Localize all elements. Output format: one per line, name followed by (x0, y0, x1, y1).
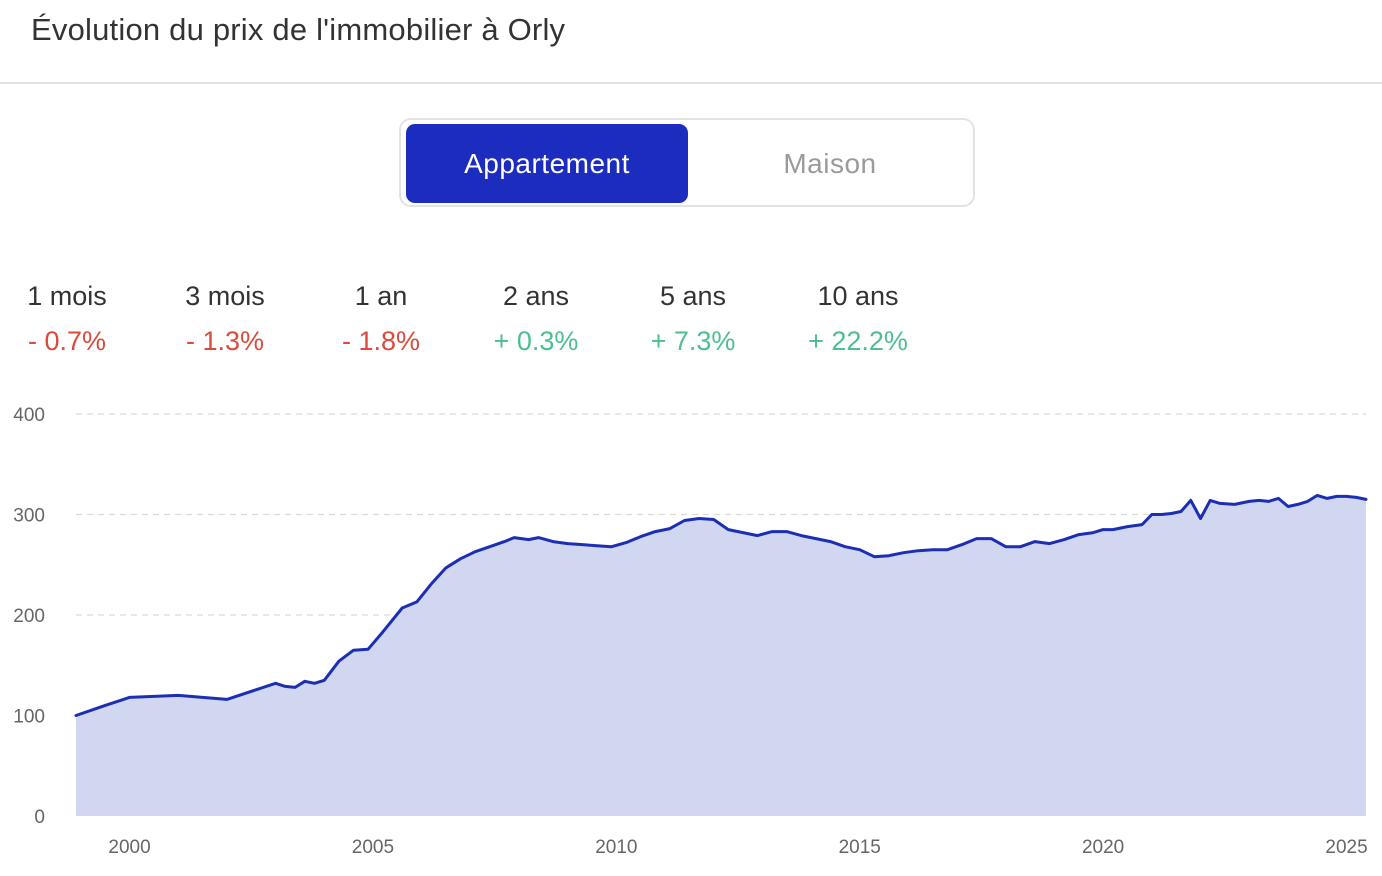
price-line (74, 493, 1368, 717)
x-tick-label: 2010 (595, 837, 637, 858)
stat-3-mois: 3 mois - 1.3% (145, 280, 305, 357)
price-chart: 0 100 200 300 400 2000 2005 2010 2015 2020 2025 (13, 405, 1368, 858)
y-tick-label: 200 (13, 606, 45, 627)
x-tick-label: 2025 (1325, 837, 1367, 858)
toggle-appartement-button[interactable]: Appartement (406, 124, 688, 203)
price-area (76, 495, 1366, 816)
stat-label: 10 ans (817, 281, 899, 311)
stat-value: + 7.3% (650, 326, 736, 356)
y-tick-label: 100 (13, 707, 45, 728)
header-divider (0, 82, 1382, 84)
x-tick-label: 2005 (352, 837, 394, 858)
toggle-maison-button[interactable]: Maison (783, 147, 877, 179)
x-tick-label: 2015 (839, 837, 881, 858)
y-tick-label: 300 (13, 506, 45, 527)
stat-value: - 0.7% (27, 326, 107, 356)
x-tick-label: 2000 (108, 837, 150, 858)
stat-1-an: 1 an - 1.8% (301, 280, 461, 357)
stat-10-ans: 10 ans + 22.2% (778, 280, 938, 357)
stat-label: 2 ans (502, 281, 570, 311)
stat-label: 1 an (354, 281, 408, 311)
stat-label: 3 mois (185, 281, 265, 311)
y-tick-label: 400 (13, 405, 45, 426)
stat-2-ans: 2 ans + 0.3% (456, 280, 616, 357)
stat-label: 5 ans (659, 281, 727, 311)
stat-1-mois: 1 mois - 0.7% (0, 280, 147, 357)
x-tick-label: 2020 (1082, 837, 1124, 858)
y-tick-label: 0 (34, 807, 45, 828)
property-type-toggle: Appartement Maison (399, 118, 975, 207)
stat-value: - 1.3% (185, 326, 265, 356)
stat-value: - 1.8% (341, 326, 421, 356)
stat-value: + 22.2% (808, 326, 908, 356)
stat-5-ans: 5 ans + 7.3% (613, 280, 773, 357)
stat-value: + 0.3% (493, 326, 579, 356)
stat-label: 1 mois (27, 281, 107, 311)
page-title: Évolution du prix de l'immobilier à Orly (31, 12, 566, 47)
